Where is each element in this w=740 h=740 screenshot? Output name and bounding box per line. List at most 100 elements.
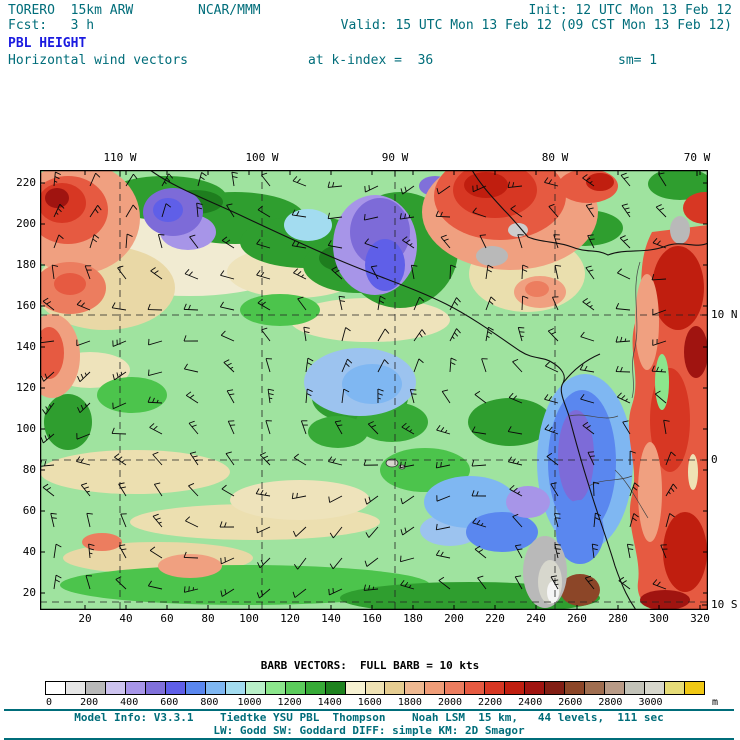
lat-label: 10 N [711,308,738,321]
colorbar-tick-label: 2400 [518,697,543,708]
colorbar-cell [225,682,246,694]
colorbar-cell [46,682,66,694]
grid-x-label: 260 [567,612,587,625]
colorbar-tick-label: 3000 [638,697,663,708]
lat-lon-graticule [40,170,708,610]
colorbar-cell [285,682,306,694]
valid-time: Valid: 15 UTC Mon 13 Feb 12 (09 CST Mon … [340,18,732,33]
colorbar-cell [85,682,106,694]
pbl-fill-field [16,152,727,614]
colorbar-tick-label: 400 [120,697,139,708]
map-border [39,169,709,611]
grid-y-label: 80 [22,463,36,476]
colorbar-cell [65,682,86,694]
colorbar-cell [345,682,366,694]
lon-label: 80 W [541,151,569,164]
coastlines [149,169,709,611]
colorbar-cell [605,682,626,694]
colorbar-cell [105,682,126,694]
grid-y-label: 180 [16,258,36,271]
colorbar-cell [685,682,704,694]
lon-label: 70 W [683,151,711,164]
lat-label: 0 [711,453,718,466]
colorbar-cell [525,682,546,694]
colorbar-unit: m [712,697,719,708]
map-frame [16,152,727,614]
political-borders [568,261,649,519]
grid-x-label: 240 [526,612,546,625]
grid-x-label: 100 [239,612,259,625]
grid-y-label: 140 [16,340,36,353]
colorbar-cell [205,682,226,694]
colorbar-cell [125,682,146,694]
lon-label: 100 W [245,151,279,164]
smoothing-label: sm= 1 [618,53,658,68]
grid-x-label: 180 [403,612,423,625]
map-canvas [16,152,727,614]
grid-y-label: 160 [16,299,36,312]
colorbar-cell [425,682,446,694]
field-title: PBL HEIGHT [8,36,87,51]
colorbar-cell [405,682,426,694]
colorbar-cell [625,682,646,694]
grid-x-label: 120 [280,612,300,625]
init-time: Init: 12 UTC Mon 13 Feb 12 [528,3,733,18]
grid-x-label: 280 [608,612,628,625]
grid-x-label: 140 [321,612,341,625]
org-name: NCAR/MMM [198,3,261,18]
lon-label: 110 W [103,151,137,164]
colorbar-cell [145,682,166,694]
grid-y-label: 120 [16,381,36,394]
colorbar [45,681,705,695]
grid-y-label: 60 [22,504,36,517]
colorbar-cell [665,682,685,694]
grid-y-label: 40 [22,545,36,558]
colorbar-tick-label: 1600 [357,697,382,708]
colorbar-tick-label: 800 [200,697,219,708]
colorbar-tick-label: 1400 [317,697,342,708]
colorbar-cell [165,682,186,694]
grid-x-label: 80 [201,612,215,625]
colorbar-cell [545,682,566,694]
colorbar-tick-label: 1000 [237,697,262,708]
colorbar-tick-label: 1800 [397,697,422,708]
colorbar-tick-label: 2000 [437,697,463,708]
model-info-line1: Model Info: V3.3.1 Tiedtke YSU PBL Thomp… [74,711,664,724]
grid-x-label: 160 [362,612,382,625]
lon-label: 90 W [381,151,409,164]
grid-x-label: 320 [690,612,710,625]
colorbar-cell [565,682,586,694]
wind-barbs [39,171,678,599]
model-info-footer: Model Info: V3.3.1 Tiedtke YSU PBL Thomp… [4,709,734,740]
grid-x-label: 220 [485,612,505,625]
level-label: at k-index = 36 [308,53,434,68]
colorbar-cell [245,682,266,694]
colorbar-cell [185,682,206,694]
colorbar-tick-label: 200 [80,697,99,708]
colorbar-tick-label: 0 [45,697,53,708]
colorbar-cell [305,682,326,694]
colorbar-tick-label: 2800 [598,697,623,708]
colorbar-cell [465,682,486,694]
grid-x-label: 20 [78,612,92,625]
colorbar-tick-label: 600 [160,697,179,708]
barb-vector-note: BARB VECTORS: FULL BARB = 10 kts [260,659,480,672]
grid-x-label: 300 [649,612,669,625]
colorbar-cell [265,682,286,694]
colorbar-cell [445,682,466,694]
colorbar-cell [485,682,506,694]
grid-y-label: 200 [16,217,36,230]
grid-x-label: 40 [119,612,133,625]
colorbar-cell [585,682,606,694]
colorbar-cell [325,682,346,694]
forecast-hour: Fcst: 3 h [8,18,95,33]
colorbar-tick-label: 1200 [277,697,302,708]
colorbar-cell [505,682,526,694]
colorbar-tick-label: 2600 [558,697,583,708]
colorbar-cell [385,682,406,694]
colorbar-tick-label: 2200 [478,697,503,708]
model-info-line2: LW: Godd SW: Goddard DIFF: simple KM: 2D… [213,724,525,737]
lat-label: 10 S [711,598,738,611]
grid-y-label: 220 [16,176,36,189]
